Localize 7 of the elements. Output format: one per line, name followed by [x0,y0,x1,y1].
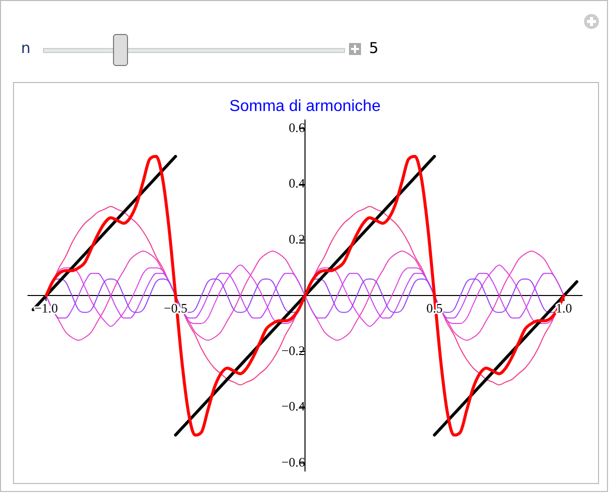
text: 5 [369,39,379,57]
chart-title: Somma di armoniche [229,98,381,116]
y-tick-label: −0.2 [281,342,305,358]
text: n [21,39,31,57]
y-tick-label: 0.2 [288,231,305,246]
y-tick-label: −0.4 [281,398,306,414]
y-tick-label: −0.6 [281,454,306,470]
